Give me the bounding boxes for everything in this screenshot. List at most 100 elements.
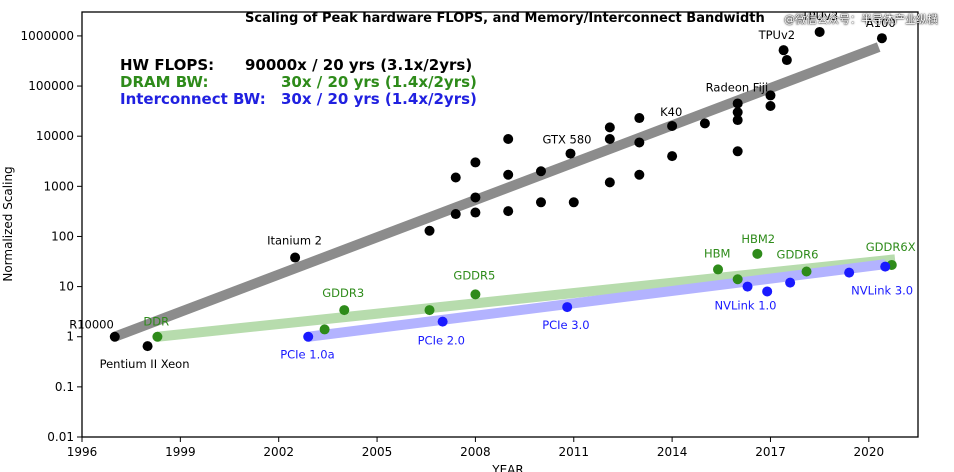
point-dram-bw [152,331,163,342]
legend-text-hw-flops: 90000x / 20 yrs (3.1x/2yrs) [245,56,472,74]
x-tick-label: 2008 [460,445,491,459]
point-label-a100: A100 [866,16,896,30]
point-hw-flops [568,197,579,208]
point-dram-bw [424,305,435,316]
trend-line-interconnect-bw [307,259,886,342]
point-hw-flops [470,207,481,218]
point-label-hbm: HBM [704,246,730,260]
y-tick-label: 0.1 [55,380,74,394]
y-tick-label: 1 [66,330,74,344]
point-label-tpuv2: TPUv2 [758,28,796,42]
point-label-ddr: DDR [143,315,169,329]
y-tick-label: 100 [51,229,74,243]
point-hw-flops [604,177,615,188]
point-dram-bw [732,274,743,285]
point-hw-flops [732,107,743,118]
point-label-pcie-3-0: PCIe 3.0 [542,318,589,332]
point-interconnect-bw [785,277,796,288]
point-hw-flops [503,133,514,144]
data-points: R10000 Pentium II Xeon Itanium 2 GTX 580 K40… [69,9,915,371]
legend-text-dram-bw: 30x / 20 yrs (1.4x/2yrs) [281,73,477,91]
x-tick-label: 1996 [67,445,98,459]
trend-line-hw-flops [113,42,881,342]
point-hw-flops [732,146,743,157]
point-hw-flops [876,33,887,44]
point-label-hbm2: HBM2 [741,232,775,246]
legend-name-interconnect-bw: Interconnect BW: [120,90,266,108]
point-hw-flops [470,192,481,203]
point-label-gddr6: GDDR6 [777,248,819,262]
watermark: @微信公众号：半导体产业纵横 [784,13,938,26]
legend-name-dram-bw: DRAM BW: [120,73,208,91]
point-interconnect-bw [562,302,573,313]
x-tick-label: 1999 [165,445,196,459]
point-hw-flops [604,133,615,144]
plot-area [81,11,919,438]
point-hw-flops [424,225,435,236]
point-hw-flops [634,169,645,180]
point-interconnect-bw [880,261,891,272]
x-tick-label: 2017 [755,445,786,459]
point-hw-flops [634,137,645,148]
point-hw-flops [814,26,825,37]
y-axis: 0.01 0.1 1 10 100 1000 10000 100000 1000000 [21,29,82,444]
point-label-pcie-2-0: PCIe 2.0 [418,334,465,348]
point-label-nvlink-3-0: NVLink 3.0 [851,284,913,298]
point-label-nvlink-1-0: NVLink 1.0 [715,299,777,313]
point-hw-flops [450,209,461,220]
point-interconnect-bw [762,286,773,297]
legend-text-interconnect-bw: 30x / 20 yrs (1.4x/2yrs) [281,90,477,108]
y-tick-label: 100000 [28,79,74,93]
point-label-tpuv3: TPUv3 [801,9,839,23]
point-hw-flops [781,55,792,66]
point-hw-flops [667,151,678,162]
y-tick-label: 10 [59,280,74,294]
point-interconnect-bw [844,267,855,278]
point-label-radeon-fiji: Radeon Fiji [706,80,769,94]
point-hw-flops [732,115,743,126]
point-dram-bw [801,266,812,277]
point-dram-bw [470,289,481,300]
point-hw-flops [765,90,776,101]
x-axis: 1996 1999 2002 2005 2008 2011 2014 2017 2020 [67,437,884,459]
trend-lines [113,42,896,342]
x-tick-label: 2014 [657,445,688,459]
x-tick-label: 2011 [558,445,589,459]
point-label-itanium-2: Itanium 2 [267,234,322,248]
point-dram-bw [339,305,350,316]
point-hw-flops [667,120,678,131]
legend: HW FLOPS: 90000x / 20 yrs (3.1x/2yrs) DR… [120,56,477,108]
point-dram-bw [713,264,724,275]
point-label-pcie-1-0a: PCIe 1.0a [280,348,334,362]
point-interconnect-bw [437,316,448,327]
point-hw-flops [535,197,546,208]
point-label-k40: K40 [660,105,682,119]
point-hw-flops [565,148,576,159]
point-label-gddr3: GDDR3 [322,286,364,300]
point-hw-flops [470,157,481,168]
point-hw-flops [142,341,153,352]
point-hw-flops [109,331,120,342]
x-tick-label: 2002 [263,445,294,459]
point-label-gddr5: GDDR5 [453,268,495,282]
legend-name-hw-flops: HW FLOPS: [120,56,214,74]
x-tick-label: 2005 [362,445,393,459]
point-hw-flops [634,113,645,124]
point-dram-bw [319,324,330,335]
y-tick-label: 1000000 [21,29,74,43]
point-hw-flops [778,45,789,56]
point-hw-flops [503,206,514,217]
point-hw-flops [699,118,710,129]
point-label-gtx-580: GTX 580 [542,133,591,147]
point-hw-flops [503,169,514,180]
point-label-pentium-ii-xeon: Pentium II Xeon [100,357,190,371]
x-axis-label: YEAR [491,463,523,472]
y-tick-label: 10000 [36,129,74,143]
point-interconnect-bw [742,281,753,292]
point-hw-flops [765,101,776,112]
point-hw-flops [290,252,301,263]
y-tick-label: 0.01 [47,430,74,444]
y-axis-label: Normalized Scaling [1,166,15,281]
point-hw-flops [450,172,461,183]
